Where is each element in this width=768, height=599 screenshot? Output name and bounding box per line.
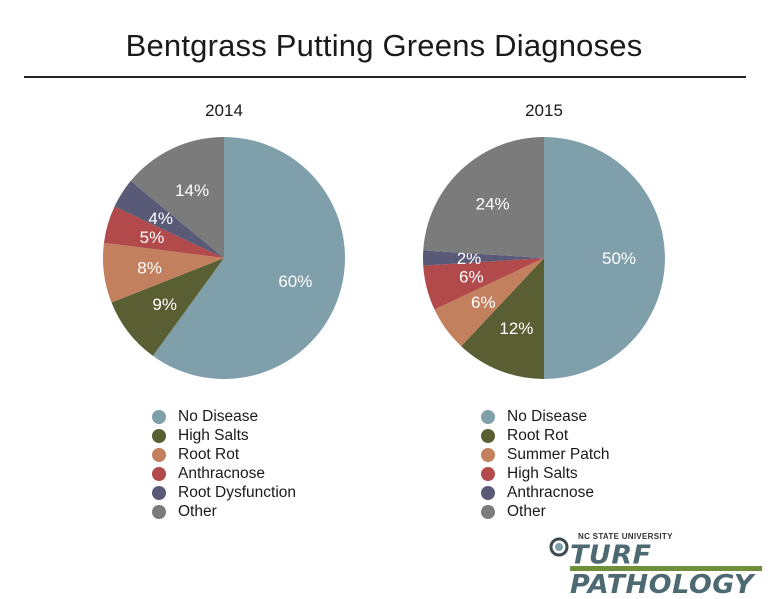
pie-1-label-3: 6%: [459, 268, 484, 287]
legend-label: High Salts: [507, 464, 578, 482]
legend-1-item-2: Summer Patch: [481, 445, 610, 464]
legend-swatch: [152, 504, 166, 519]
legend-label: Summer Patch: [507, 445, 610, 463]
logo-grass-strip: [570, 566, 762, 571]
pie-0-slice-1: [111, 258, 224, 356]
pie-1-label-1: 12%: [499, 319, 533, 338]
pie-0-label-3: 5%: [140, 228, 165, 247]
pie-1-label-4: 2%: [457, 249, 482, 268]
legend-1-item-1: Root Rot: [481, 426, 610, 445]
legend-label: Root Rot: [507, 426, 569, 444]
legend-swatch: [152, 409, 166, 424]
turf-pathology-logo: NC STATE UNIVERSITY TURF PATHOLOGY: [548, 530, 762, 599]
pie-0-slice-0: [152, 137, 346, 380]
pie-charts-canvas: 60%9%8%5%4%14%50%12%6%6%2%24%: [103, 136, 665, 380]
legend-label: Anthracnose: [507, 483, 595, 501]
pie-0-slice-2: [103, 242, 224, 303]
pie-0-label-1: 9%: [152, 295, 177, 314]
legend-swatch: [481, 428, 495, 443]
pie-title-2014: 2014: [205, 101, 243, 120]
legend-swatch: [152, 428, 166, 443]
legend-swatch: [152, 485, 166, 500]
legend-0-item-0: No Disease: [152, 407, 296, 426]
legend-label: High Salts: [178, 426, 249, 444]
legend-swatch: [481, 447, 495, 462]
pie-0-label-2: 8%: [137, 258, 162, 277]
pie-title-2015: 2015: [525, 101, 563, 120]
pie-0-label-4: 4%: [148, 209, 173, 228]
legend-label: No Disease: [178, 407, 259, 425]
pie-0-label-0: 60%: [278, 272, 312, 291]
legend-2015: No Disease Root Rot Summer Patch High Salts…: [481, 407, 610, 521]
legend-0-item-3: Anthracnose: [152, 464, 296, 483]
legend-label: Other: [507, 502, 546, 520]
pie-0-label-5: 14%: [175, 181, 209, 200]
pie-1-slice-4: [423, 250, 544, 266]
title-divider: [24, 76, 746, 78]
legend-0-item-2: Root Rot: [152, 445, 296, 464]
legend-0-item-4: Root Dysfunction: [152, 483, 296, 502]
pie-0-slice-3: [103, 206, 224, 258]
legend-label: Root Rot: [178, 445, 240, 463]
legend-swatch: [481, 504, 495, 519]
legend-label: Anthracnose: [178, 464, 266, 482]
legend-1-item-5: Other: [481, 502, 610, 521]
legend-label: Root Dysfunction: [178, 483, 297, 501]
pie-1-slice-2: [434, 258, 544, 347]
logo-university-text: NC STATE UNIVERSITY: [578, 532, 673, 541]
pie-1-label-0: 50%: [602, 249, 636, 268]
pie-1-label-2: 6%: [471, 293, 496, 312]
magnifier-icon: [549, 537, 569, 557]
legend-0-item-5: Other: [152, 502, 296, 521]
pie-0-slice-5: [130, 137, 224, 258]
legend-2014: No Disease High Salts Root Rot Anthracnose R…: [152, 407, 296, 521]
legend-1-item-4: Anthracnose: [481, 483, 610, 502]
legend-swatch: [152, 466, 166, 481]
pie-0-slice-4: [114, 180, 224, 258]
legend-swatch: [152, 447, 166, 462]
legend-1-item-3: High Salts: [481, 464, 610, 483]
pie-1-slice-0: [544, 137, 665, 379]
pie-1-slice-5: [423, 136, 544, 258]
chart-main-title: Bentgrass Putting Greens Diagnoses: [125, 28, 643, 63]
legend-1-item-0: No Disease: [481, 407, 610, 426]
legend-swatch: [481, 485, 495, 500]
legend-0-item-1: High Salts: [152, 426, 296, 445]
legend-label: Other: [178, 502, 217, 520]
pie-1-slice-3: [423, 258, 544, 310]
legend-swatch: [481, 409, 495, 424]
pie-1-label-5: 24%: [476, 194, 510, 213]
legend-swatch: [481, 466, 495, 481]
legend-label: No Disease: [507, 407, 588, 425]
pie-1-slice-1: [461, 258, 544, 379]
